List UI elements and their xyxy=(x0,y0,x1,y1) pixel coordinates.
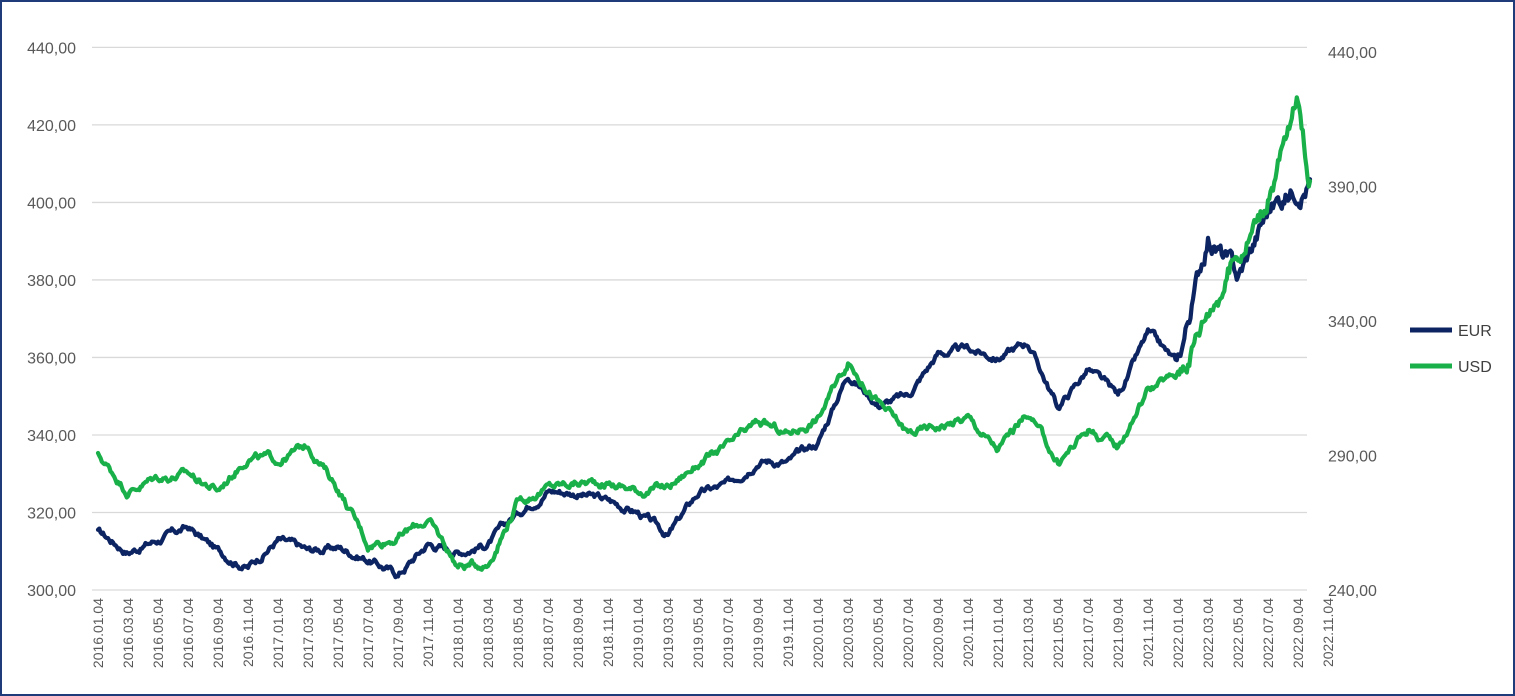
x-tick-label: 2020.03.04 xyxy=(840,598,856,668)
x-tick-label: 2020.09.04 xyxy=(930,598,946,668)
x-tick-label: 2016.05.04 xyxy=(150,598,166,668)
x-tick-label: 2020.01.04 xyxy=(810,598,826,668)
y-axis-right: 240,00 290,00 340,00 390,00 440,00 xyxy=(1328,45,1377,600)
x-tick-label: 2016.11.04 xyxy=(240,598,256,667)
y-left-tick-label: 420,00 xyxy=(27,118,76,135)
x-tick-label: 2019.05.04 xyxy=(690,598,706,668)
x-tick-label: 2020.11.04 xyxy=(960,598,976,667)
y-left-tick-label: 440,00 xyxy=(27,40,76,57)
y-left-tick-label: 320,00 xyxy=(27,505,76,522)
x-tick-label: 2017.11.04 xyxy=(420,598,436,667)
x-tick-label: 2019.07.04 xyxy=(720,598,736,668)
x-tick-label: 2020.07.04 xyxy=(900,598,916,668)
y-right-tick-label: 390,00 xyxy=(1328,180,1377,197)
x-tick-label: 2021.01.04 xyxy=(990,598,1006,668)
x-tick-label: 2018.07.04 xyxy=(540,598,556,668)
series-lines xyxy=(95,95,1313,580)
x-tick-label: 2020.05.04 xyxy=(870,598,886,668)
x-tick-label: 2018.09.04 xyxy=(570,598,586,668)
y-left-tick-label: 300,00 xyxy=(27,583,76,600)
y-left-tick-label: 340,00 xyxy=(27,428,76,445)
x-tick-label: 2019.11.04 xyxy=(780,598,796,667)
y-right-tick-label: 240,00 xyxy=(1328,583,1377,600)
y-right-tick-label: 440,00 xyxy=(1328,45,1377,62)
series-line-eur xyxy=(95,177,1313,580)
y-left-tick-label: 380,00 xyxy=(27,273,76,290)
x-tick-label: 2016.01.04 xyxy=(90,598,106,668)
x-tick-label: 2018.01.04 xyxy=(450,598,466,668)
legend: EUR USD xyxy=(1410,323,1492,376)
x-axis: 2016.01.04 2016.03.04 2016.05.04 2016.07.04… xyxy=(90,598,1336,668)
x-tick-label: 2022.01.04 xyxy=(1170,598,1186,668)
x-tick-label: 2018.03.04 xyxy=(480,598,496,668)
x-tick-label: 2017.03.04 xyxy=(300,598,316,668)
x-tick-label: 2018.05.04 xyxy=(510,598,526,668)
x-tick-label: 2016.09.04 xyxy=(210,598,226,668)
x-tick-label: 2019.09.04 xyxy=(750,598,766,668)
y-left-tick-label: 400,00 xyxy=(27,195,76,212)
y-left-tick-label: 360,00 xyxy=(27,350,76,367)
y-right-tick-label: 340,00 xyxy=(1328,314,1377,331)
y-axis-left: 300,00 320,00 340,00 360,00 380,00 400,00 420,… xyxy=(27,40,76,600)
x-tick-label: 2022.03.04 xyxy=(1200,598,1216,668)
x-tick-label: 2016.03.04 xyxy=(120,598,136,668)
y-right-tick-label: 290,00 xyxy=(1328,449,1377,466)
x-tick-label: 2022.11.04 xyxy=(1320,598,1336,667)
x-tick-label: 2019.03.04 xyxy=(660,598,676,668)
x-tick-label: 2019.01.04 xyxy=(630,598,646,668)
x-tick-label: 2018.11.04 xyxy=(600,598,616,667)
x-tick-label: 2022.05.04 xyxy=(1230,598,1246,668)
gridlines xyxy=(92,46,1307,591)
x-tick-label: 2022.07.04 xyxy=(1260,598,1276,668)
legend-label-usd: USD xyxy=(1458,359,1492,376)
x-tick-label: 2022.09.04 xyxy=(1290,598,1306,668)
x-tick-label: 2021.05.04 xyxy=(1050,598,1066,668)
x-tick-label: 2021.09.04 xyxy=(1110,598,1126,668)
x-tick-label: 2017.07.04 xyxy=(360,598,376,668)
x-tick-label: 2016.07.04 xyxy=(180,598,196,668)
x-tick-label: 2021.07.04 xyxy=(1080,598,1096,668)
x-tick-label: 2021.11.04 xyxy=(1140,598,1156,667)
x-tick-label: 2021.03.04 xyxy=(1020,598,1036,668)
x-tick-label: 2017.05.04 xyxy=(330,598,346,668)
series-line-usd xyxy=(95,95,1313,572)
legend-label-eur: EUR xyxy=(1458,323,1492,340)
x-tick-label: 2017.01.04 xyxy=(270,598,286,668)
x-tick-label: 2017.09.04 xyxy=(390,598,406,668)
